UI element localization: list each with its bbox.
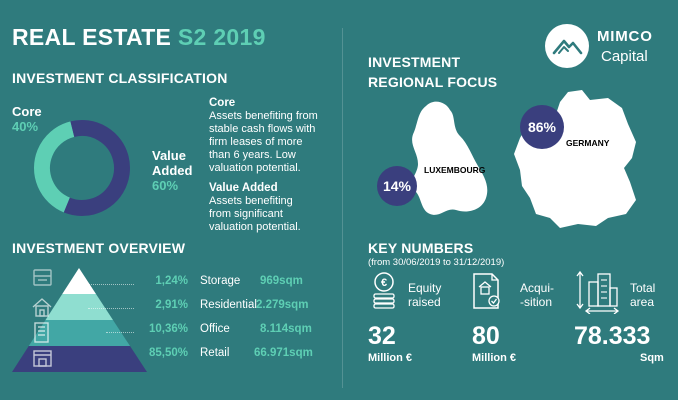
regional-title: INVESTMENT REGIONAL FOCUS [368,52,497,92]
office-icon [34,322,49,343]
row-category: Residential [200,299,257,311]
area-unit: Sqm [640,352,664,364]
value-pct: 60% [152,178,179,193]
classification-title: INVESTMENT CLASSIFICATION [12,70,228,86]
row-pct: 2,91% [155,299,188,311]
germany-label: GERMANY [566,138,610,148]
shop-icon [33,350,52,367]
equity-value: 32 [368,322,396,350]
value-label-line2: Added [152,163,193,178]
classification-description: Core Assets benefiting from stable cash … [209,97,337,234]
logo-mountain-icon [545,24,589,68]
title-text: REAL ESTATE [12,24,172,50]
core-label: Core [12,104,42,119]
equity-label: Equity raised [408,281,441,309]
acquisition-label-line2: -sition [520,295,553,309]
table-row: 85,50% Retail 66.971sqm [74,344,342,364]
logo-sub: Capital [601,48,648,65]
desc-core-line: Assets benefiting from [209,110,318,122]
value-legend: Value Added 60% [152,148,192,193]
row-category: Office [200,323,230,335]
desc-core-line: than 6 years. Low [209,149,296,161]
storage-icon [33,269,52,286]
equity-unit: Million € [368,352,412,364]
desc-core-line: valuation potential. [209,162,301,174]
table-row: 2,91% Residential 2.279sqm [74,296,342,316]
row-sqm: 2.279sqm [256,299,309,311]
luxembourg-map [411,101,488,215]
regional-title-line2: REGIONAL FOCUS [368,74,498,90]
acquisition-label-line1: Acqui- [520,281,555,295]
classification-donut [33,120,130,216]
acquisition-label: Acqui- -sition [520,281,554,309]
area-label: Total area [630,281,655,309]
svg-text:€: € [381,277,387,289]
luxembourg-label: LUXEMBOURG [424,165,486,175]
core-pct: 40% [12,119,39,134]
area-label-line2: area [630,295,655,309]
area-label-line1: Total [630,281,656,295]
luxembourg-pct-badge: 14% [377,166,417,206]
regional-title-line1: INVESTMENT [368,54,461,70]
overview-pyramid [12,268,147,372]
building-area-icon [576,270,620,314]
key-numbers-subtitle: (from 30/06/2019 to 31/12/2019) [368,257,505,268]
page-title: REAL ESTATE S2 2019 [12,24,266,51]
germany-pct-badge: 86% [520,105,564,149]
equity-label-line1: Equity [408,281,442,295]
table-row: 10,36% Office 8.114sqm [74,320,342,340]
row-pct: 1,24% [155,275,188,287]
acquisition-unit: Million € [472,352,516,364]
regional-map: LUXEMBOURG GERMANY [411,90,636,228]
title-period: S2 2019 [177,24,266,50]
table-row: 1,24% Storage 969sqm [74,272,342,292]
equity-label-line2: raised [408,295,441,309]
desc-value-line: from significant [209,208,283,220]
key-numbers-title: KEY NUMBERS [368,240,474,256]
row-pct: 10,36% [148,323,188,335]
core-legend: Core 40% [12,104,42,134]
logo-name: MIMCO [597,28,653,45]
area-value: 78.333 [574,322,651,350]
desc-core-line: stable cash flows with [209,123,316,135]
desc-value-line: valuation potential. [209,221,301,233]
acquisition-value: 80 [472,322,500,350]
desc-core-head: Core [209,97,236,109]
row-sqm: 66.971sqm [254,347,313,359]
contract-icon [473,273,500,309]
row-category: Retail [200,347,230,359]
overview-title: INVESTMENT OVERVIEW [12,240,186,256]
vertical-divider [342,28,343,388]
desc-value-line: Assets benefiting [209,195,293,207]
row-sqm: 8.114sqm [260,323,312,335]
coins-icon: € [373,272,395,309]
row-pct: 85,50% [148,347,188,359]
desc-value-head: Value Added [209,182,278,194]
row-sqm: 969sqm [260,275,303,287]
desc-core-line: firm leases of more [209,136,303,148]
value-label-line1: Value [152,148,186,163]
company-logo: MIMCO Capital [545,24,667,70]
donut-value-segment [34,120,130,216]
row-category: Storage [200,275,241,287]
leader-line [76,284,134,285]
house-icon [32,298,52,317]
leader-line [106,332,134,333]
leader-line [88,308,134,309]
